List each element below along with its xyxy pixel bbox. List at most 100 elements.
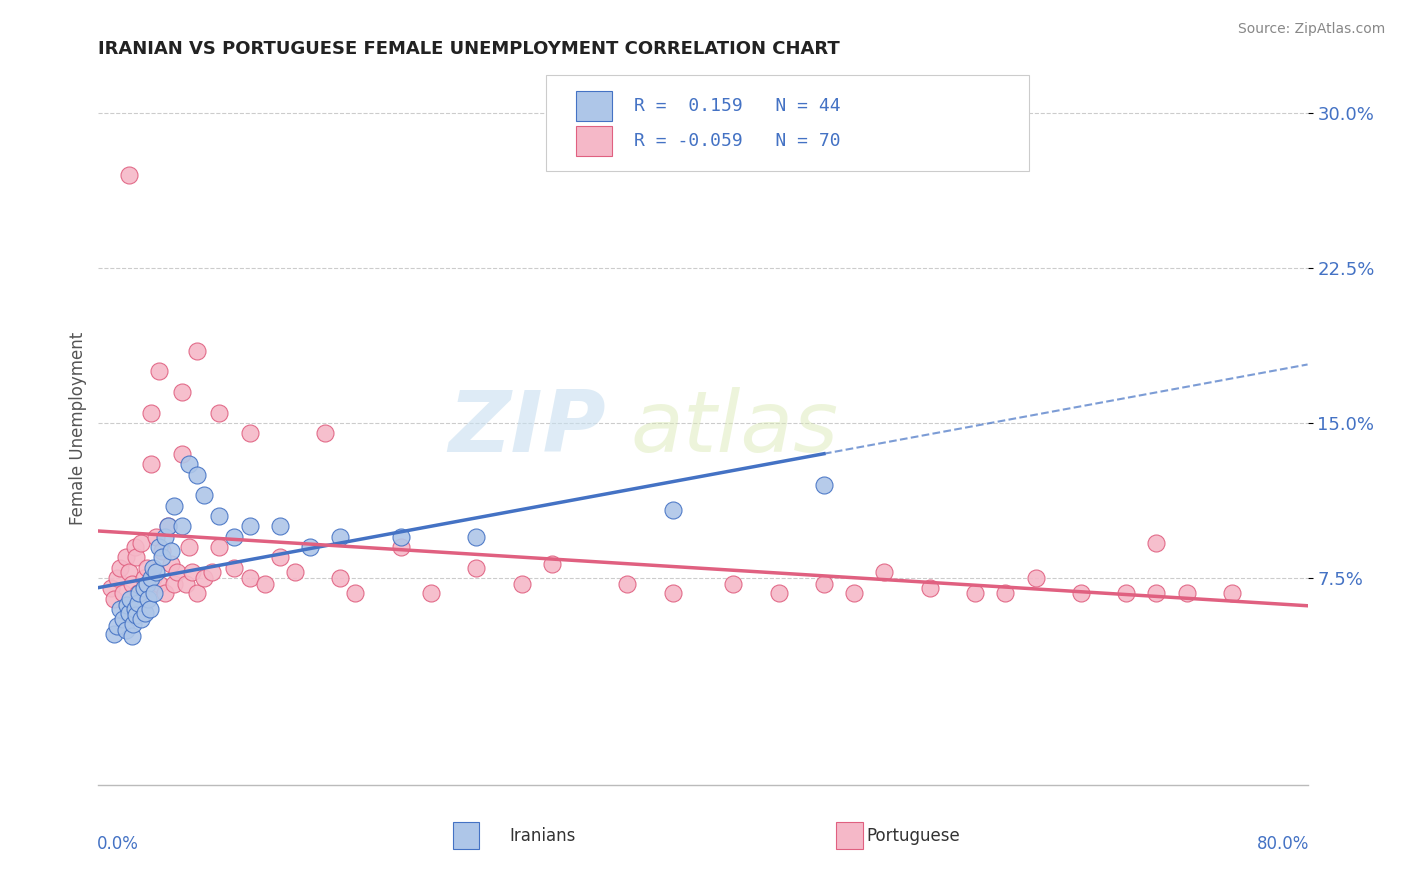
Point xyxy=(163,499,186,513)
Point xyxy=(125,550,148,565)
Point xyxy=(389,530,412,544)
Point xyxy=(193,488,215,502)
Point xyxy=(105,618,128,632)
Point xyxy=(163,577,186,591)
Point xyxy=(193,571,215,585)
Point xyxy=(141,571,163,585)
FancyBboxPatch shape xyxy=(576,91,613,121)
Point xyxy=(465,530,488,544)
Point xyxy=(124,540,146,554)
Point xyxy=(156,519,179,533)
Point xyxy=(420,585,443,599)
Point xyxy=(844,585,866,599)
Point xyxy=(813,478,835,492)
Point xyxy=(135,561,157,575)
Point xyxy=(1070,585,1092,599)
Point xyxy=(181,565,204,579)
Point xyxy=(160,544,183,558)
Point xyxy=(129,536,152,550)
Point xyxy=(208,406,231,420)
Point xyxy=(1144,536,1167,550)
Point xyxy=(224,561,246,575)
Point xyxy=(127,585,149,599)
Point xyxy=(100,582,122,596)
Point xyxy=(389,540,412,554)
FancyBboxPatch shape xyxy=(453,822,479,849)
Point xyxy=(1144,585,1167,599)
FancyBboxPatch shape xyxy=(576,126,613,155)
Point xyxy=(108,561,131,575)
Point xyxy=(148,540,170,554)
Point xyxy=(145,565,167,579)
Point xyxy=(108,602,131,616)
Point xyxy=(186,585,208,599)
Point xyxy=(166,565,188,579)
Point xyxy=(160,557,183,571)
Point xyxy=(965,585,987,599)
Point xyxy=(329,530,352,544)
Point xyxy=(150,544,173,558)
Point xyxy=(103,627,125,641)
Point xyxy=(141,458,163,472)
Point xyxy=(1115,585,1137,599)
Point xyxy=(253,577,276,591)
Text: Iranians: Iranians xyxy=(509,828,576,846)
Text: R = -0.059   N = 70: R = -0.059 N = 70 xyxy=(634,132,841,150)
Point xyxy=(616,577,638,591)
Point xyxy=(299,540,322,554)
Point xyxy=(128,585,150,599)
Point xyxy=(114,550,136,565)
Point xyxy=(540,557,562,571)
Point xyxy=(139,582,162,596)
Point xyxy=(156,519,179,533)
Point xyxy=(239,519,262,533)
Point xyxy=(118,168,141,182)
Text: atlas: atlas xyxy=(630,386,838,470)
Point xyxy=(186,467,208,482)
Point xyxy=(465,561,488,575)
Point xyxy=(179,540,201,554)
Point xyxy=(132,571,155,585)
Point xyxy=(239,426,262,441)
Point xyxy=(813,577,835,591)
Text: Portuguese: Portuguese xyxy=(866,828,960,846)
Point xyxy=(127,596,149,610)
Point xyxy=(103,591,125,606)
Point xyxy=(145,530,167,544)
Text: R =  0.159   N = 44: R = 0.159 N = 44 xyxy=(634,97,841,115)
Y-axis label: Female Unemployment: Female Unemployment xyxy=(69,332,87,524)
Point xyxy=(994,585,1017,599)
Point xyxy=(142,571,165,585)
Point xyxy=(344,585,367,599)
Point xyxy=(1024,571,1046,585)
Point xyxy=(134,607,156,621)
Point xyxy=(314,426,336,441)
Point xyxy=(661,503,683,517)
Point xyxy=(174,577,197,591)
Point xyxy=(269,519,291,533)
Point xyxy=(118,607,141,621)
Point xyxy=(150,550,173,565)
Point xyxy=(115,598,138,612)
Point xyxy=(873,565,896,579)
Text: Source: ZipAtlas.com: Source: ZipAtlas.com xyxy=(1237,22,1385,37)
Point xyxy=(661,585,683,599)
Point xyxy=(269,550,291,565)
Point xyxy=(153,530,176,544)
FancyBboxPatch shape xyxy=(546,75,1029,171)
Point xyxy=(208,540,231,554)
Point xyxy=(141,406,163,420)
Point xyxy=(124,602,146,616)
Point xyxy=(1220,585,1243,599)
Point xyxy=(186,343,208,358)
Text: 0.0%: 0.0% xyxy=(97,835,139,853)
Point xyxy=(111,612,134,626)
Point xyxy=(510,577,533,591)
Point xyxy=(122,616,145,631)
Point xyxy=(143,585,166,599)
Point xyxy=(153,585,176,599)
Point xyxy=(1175,585,1198,599)
Point xyxy=(329,571,352,585)
Point xyxy=(121,577,143,591)
Point xyxy=(118,565,141,579)
